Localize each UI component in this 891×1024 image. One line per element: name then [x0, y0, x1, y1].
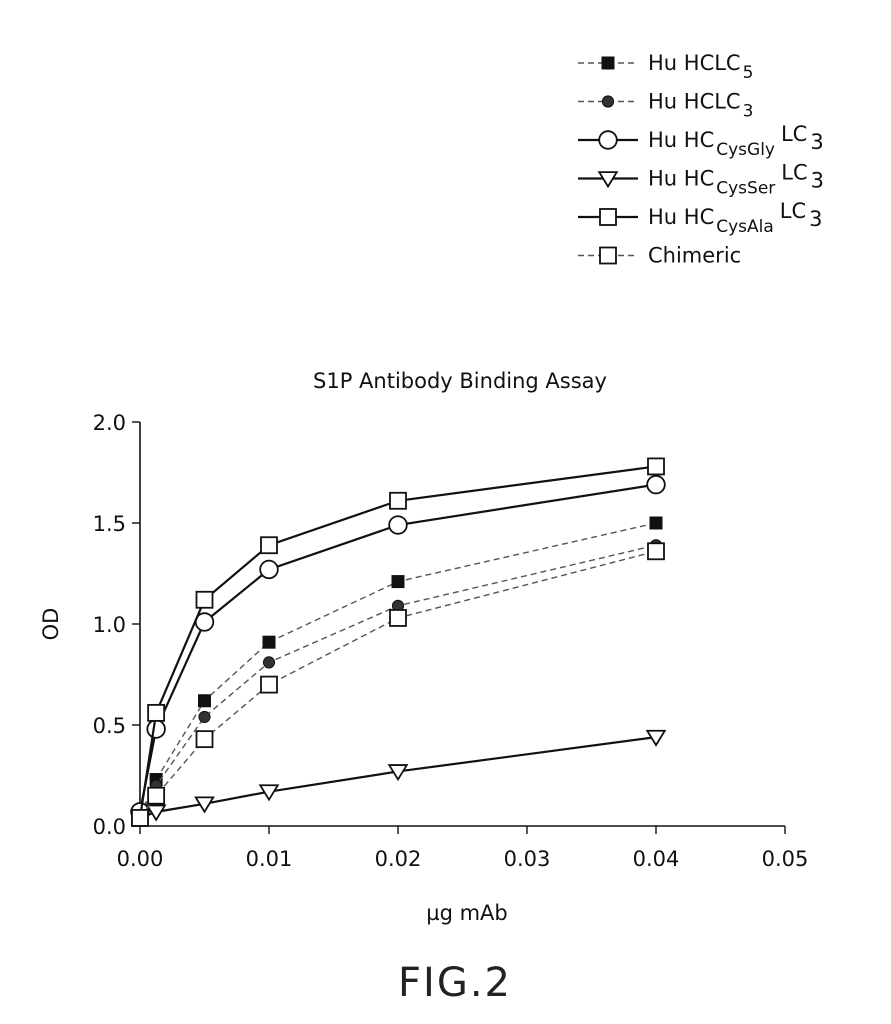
- figure-label: FIG.2: [398, 960, 512, 1006]
- plot-area: 0.00 0.01 0.02 0.03 0.04 0.05 0.0 0.5 1.0 1.5 2.0: [93, 411, 809, 871]
- y-tick-label: 1.5: [93, 512, 126, 536]
- legend-marker: [602, 57, 614, 69]
- y-tick-label: 0.5: [93, 714, 126, 738]
- x-tick-label: 0.02: [375, 847, 422, 871]
- legend-label-suffix-sub: 3: [809, 207, 822, 231]
- data-point: [390, 493, 406, 509]
- data-point: [148, 705, 164, 721]
- data-point: [261, 677, 277, 693]
- data-point: [392, 576, 404, 588]
- legend-label-sub: CysSer: [716, 179, 775, 199]
- legend-label-sub: CysAla: [716, 217, 774, 237]
- data-point: [197, 731, 213, 747]
- legend-label: Hu HCCysGly LC3: [648, 122, 824, 160]
- legend-label: Hu HCCysAla LC3: [648, 199, 823, 237]
- y-tick-label: 2.0: [93, 411, 126, 435]
- legend-label-sub: 5: [743, 63, 754, 83]
- legend-label-main: Hu HCLC: [648, 51, 741, 75]
- data-point: [199, 695, 211, 707]
- legend-marker: [602, 96, 613, 107]
- data-point: [647, 476, 665, 494]
- y-tick-label: 0.0: [93, 815, 126, 839]
- x-tick-label: 0.00: [117, 847, 164, 871]
- data-point: [390, 610, 406, 626]
- data-point: [263, 657, 274, 668]
- legend-entry: Hu HCLC5: [578, 51, 753, 83]
- y-axis-title: OD: [39, 608, 63, 641]
- x-tick-label: 0.05: [762, 847, 809, 871]
- legend-label-sub: CysGly: [716, 140, 775, 160]
- legend-entry: Hu HCCysSer LC3: [578, 161, 824, 199]
- x-tick-label: 0.03: [504, 847, 551, 871]
- legend-label-suffix: LC: [781, 161, 807, 185]
- data-point: [648, 543, 664, 559]
- legend-label-main: Hu HC: [648, 128, 714, 152]
- legend-label-main: Chimeric: [648, 244, 741, 268]
- legend-entry: Hu HCCysAla LC3: [578, 199, 823, 237]
- y-tick-label: 1.0: [93, 613, 126, 637]
- legend-marker: [599, 131, 617, 149]
- series-layer: [131, 458, 665, 825]
- x-axis-title: µg mAb: [426, 901, 508, 925]
- legend-label-suffix: LC: [780, 199, 806, 223]
- data-point: [261, 537, 277, 553]
- data-point: [197, 592, 213, 608]
- legend: Hu HCLC5Hu HCLC3Hu HCCysGlyLC3Hu HCCysSe…: [578, 51, 824, 268]
- y-axis-ticks: 0.0 0.5 1.0 1.5 2.0: [93, 411, 140, 839]
- legend-label: Chimeric: [648, 244, 741, 268]
- legend-entry: Chimeric: [578, 244, 741, 268]
- data-point: [648, 458, 664, 474]
- data-point: [148, 788, 164, 804]
- legend-label-suffix-sub: 3: [810, 130, 823, 154]
- legend-label-main: Hu HCLC: [648, 90, 741, 114]
- x-tick-label: 0.01: [246, 847, 293, 871]
- data-point: [147, 720, 165, 738]
- chart-title: S1P Antibody Binding Assay: [313, 369, 607, 393]
- legend-label-main: Hu HC: [648, 167, 714, 191]
- legend-marker: [600, 209, 616, 225]
- legend-marker: [600, 248, 616, 264]
- legend-label-main: Hu HC: [648, 205, 714, 229]
- data-point: [199, 711, 210, 722]
- legend-label: Hu HCCysSer LC3: [648, 161, 824, 199]
- legend-label-suffix-sub: 3: [811, 169, 824, 193]
- legend-label: Hu HCLC5: [648, 51, 753, 83]
- data-point: [389, 516, 407, 534]
- data-point: [650, 517, 662, 529]
- data-point: [260, 561, 278, 579]
- legend-entry: Hu HCLC3: [578, 90, 753, 122]
- legend-label: Hu HCLC3: [648, 90, 753, 122]
- x-axis-ticks: 0.00 0.01 0.02 0.03 0.04 0.05: [117, 826, 809, 871]
- x-tick-label: 0.04: [633, 847, 680, 871]
- data-point: [263, 636, 275, 648]
- data-point: [147, 805, 165, 819]
- data-point: [132, 810, 148, 826]
- legend-label-sub: 3: [743, 102, 754, 122]
- legend-label-suffix: LC: [781, 122, 807, 146]
- legend-entry: Hu HCCysGly LC3: [578, 122, 824, 160]
